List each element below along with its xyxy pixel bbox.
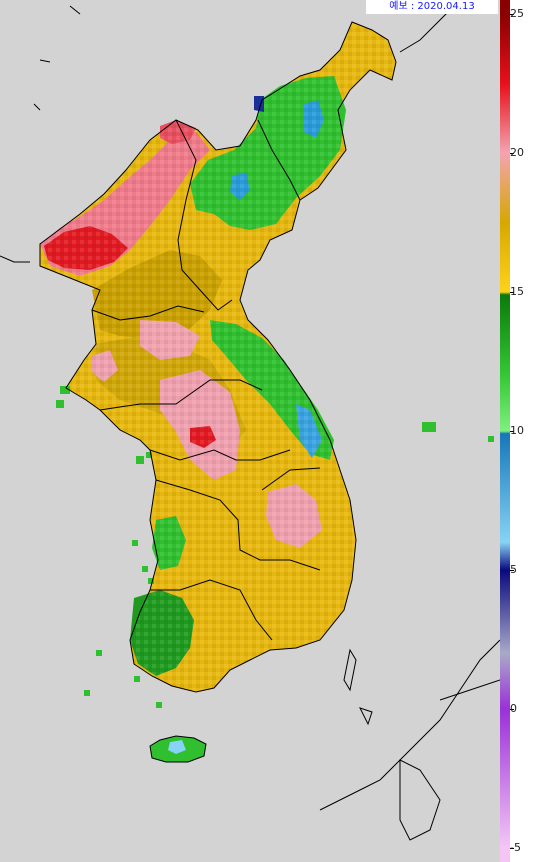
colorbar-tick-mark [510,570,514,571]
colorbar-tick-mark [510,14,514,15]
colorbar-tick-label: -5 [510,841,521,854]
map-canvas [0,0,500,841]
foreign-coastlines [0,0,500,841]
colorbar-tick-mark [510,431,514,432]
admin-boundaries [39,21,397,763]
jeju-cold-spot [168,740,186,754]
colorbar-tick-mark [510,153,514,154]
colorbar-tick-label: 15 [510,285,524,298]
temperature-map [0,0,500,862]
colorbar-tick-label: 0 [510,702,517,715]
ulleung-island [422,422,436,432]
colorbar-tick-mark [510,709,514,710]
colorbar-tick-mark [510,292,514,293]
forecast-date-label: 예보 : 2020.04.13 [366,0,498,14]
coastal-islands [56,386,494,708]
colorbar-ticks: 25 20 15 10 5 0 -5 [510,0,536,862]
colorbar-tick-label: 25 [510,7,524,20]
colorbar-tick-label: 10 [510,424,524,437]
colorbar-gradient [500,0,510,862]
colorbar-tick-label: 20 [510,146,524,159]
colorbar-tick-mark [510,848,514,849]
colorbar [500,0,510,862]
colorbar-tick-label: 5 [510,563,517,576]
